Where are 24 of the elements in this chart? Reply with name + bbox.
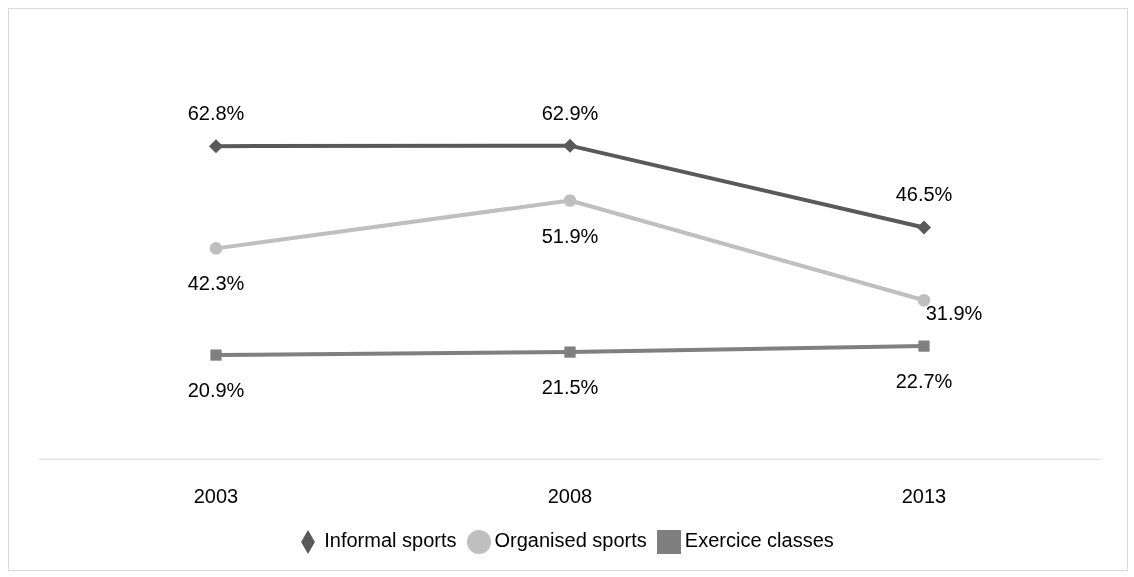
data-label: 42.3%	[187, 272, 245, 295]
point	[563, 138, 577, 153]
point	[209, 242, 223, 255]
point	[918, 340, 930, 352]
data-label: 21.5%	[541, 376, 599, 399]
x-tick-label: 2003	[193, 485, 239, 508]
data-label: 62.9%	[541, 101, 599, 124]
point	[209, 139, 223, 154]
point	[563, 194, 577, 207]
legend-label: Exercice classes	[684, 529, 834, 552]
data-label: 20.9%	[187, 379, 245, 402]
data-label: 31.9%	[925, 302, 983, 325]
point	[917, 293, 931, 307]
data-label: 62.8%	[187, 102, 245, 125]
point	[210, 349, 222, 361]
point	[564, 346, 576, 358]
legend-label: Informal sports	[324, 529, 457, 552]
data-label: 22.7%	[895, 370, 953, 393]
x-tick-label: 2008	[547, 485, 593, 508]
point	[917, 220, 931, 235]
legend-label: Organised sports	[494, 529, 647, 552]
data-label: 51.9%	[541, 224, 599, 247]
data-label: 46.5%	[895, 183, 953, 206]
x-tick-label: 2013	[901, 485, 947, 508]
